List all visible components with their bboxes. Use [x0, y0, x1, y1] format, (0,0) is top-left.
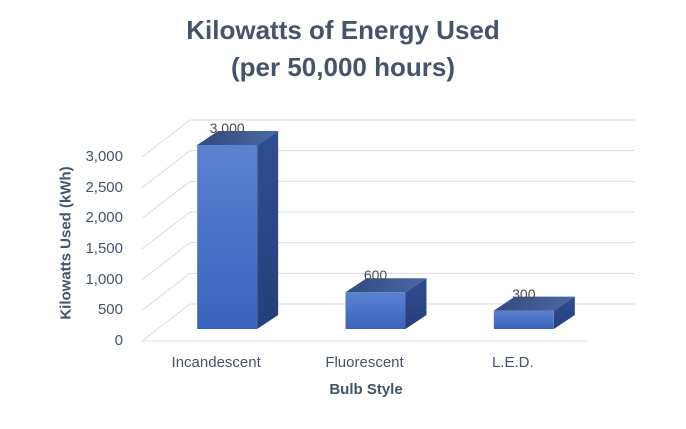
y-tick-label: 3,000	[85, 148, 123, 165]
gridline-diagonal	[141, 211, 191, 250]
gridline-diagonal	[141, 119, 191, 158]
data-label: 3,000	[209, 120, 245, 136]
data-label: 300	[512, 285, 536, 302]
bar-side-face	[553, 296, 575, 329]
bars	[197, 131, 575, 329]
bar-front-face	[345, 292, 406, 329]
x-category-label: L.E.D.	[491, 354, 534, 371]
y-tick-label: 2,500	[85, 178, 123, 196]
bar-top-face	[197, 131, 279, 145]
y-tick-label: 500	[97, 301, 123, 319]
chart-title: Kilowatts of Energy Used (per 50,000 hou…	[0, 12, 686, 86]
bar-top-face	[493, 296, 575, 311]
y-tick-label: 1,000	[85, 270, 123, 288]
gridline-diagonal	[141, 180, 191, 219]
y-tick-label: 0	[114, 332, 123, 349]
y-tick-label: 2,000	[85, 209, 123, 227]
x-axis-title: Bulb Style	[329, 381, 403, 398]
bar-side-face	[257, 131, 279, 329]
x-category-label: Fluorescent	[325, 354, 404, 371]
gridline-diagonal	[141, 272, 191, 311]
chart-title-line1: Kilowatts of Energy Used	[186, 15, 500, 45]
gridline-diagonal	[141, 242, 191, 281]
x-category-label: Incandescent	[171, 354, 261, 371]
bar-front-face	[197, 145, 258, 329]
data-label: 600	[363, 267, 388, 284]
chart-title-line2: (per 50,000 hours)	[231, 52, 455, 82]
bar-front-face	[493, 310, 554, 329]
bar-top-face	[345, 278, 427, 293]
gridline-diagonal	[141, 150, 191, 189]
gridline-diagonal	[141, 303, 191, 342]
bar-side-face	[405, 278, 427, 329]
y-tick-label: 1,500	[85, 240, 123, 257]
